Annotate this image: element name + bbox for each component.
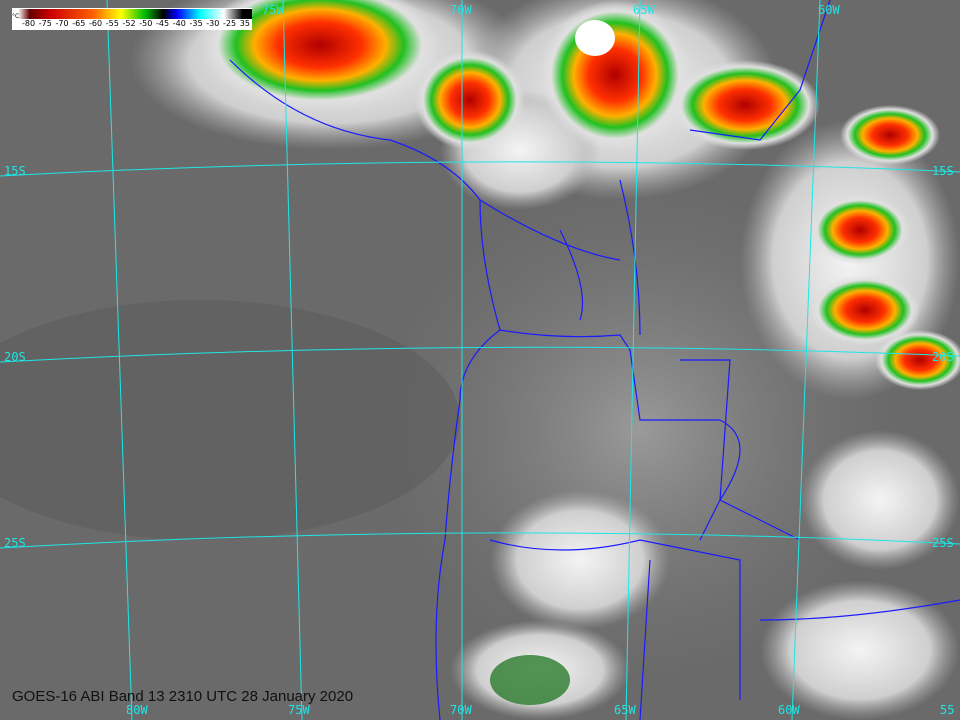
image-caption: GOES-16 ABI Band 13 2310 UTC 28 January … — [12, 688, 354, 705]
colorbar-tick: -45 — [156, 19, 170, 28]
top-lon-label: 70W — [450, 3, 472, 17]
lat-line-25s — [0, 532, 960, 549]
colorbar-ticks: -80 -75 -70 -65 -60 -55 -52 -50 -45 -40 … — [22, 19, 250, 28]
lon-line-80w — [106, 0, 133, 720]
colorbar-tick: -60 — [89, 19, 103, 28]
right-lat-label: 20S — [932, 350, 954, 364]
colorbar-tick: -25 — [223, 19, 237, 28]
lon-line-65w — [625, 0, 641, 720]
colorbar-tick: 35 — [239, 19, 250, 28]
left-lat-label: 20S — [4, 350, 26, 364]
temperature-colorbar: °C -80 -75 -70 -65 -60 -55 -52 -50 -45 -… — [12, 8, 252, 30]
grid-labels: 75W 70W 65W 60W 80W 75W 70W 65W 60W 55 1… — [4, 3, 954, 717]
colorbar-tick: -55 — [105, 19, 119, 28]
top-lon-label: 60W — [818, 3, 840, 17]
top-lon-label: 65W — [633, 3, 655, 17]
lon-line-75w — [282, 0, 303, 720]
bottom-lon-label: 65W — [614, 703, 636, 717]
lon-line-60w — [791, 0, 821, 720]
bottom-lon-label: 80W — [126, 703, 148, 717]
colorbar-tick: -75 — [38, 19, 52, 28]
colorbar-tick: -52 — [122, 19, 136, 28]
lat-line-15s — [0, 161, 960, 177]
colorbar-tick: -65 — [72, 19, 86, 28]
colorbar-tick: -80 — [22, 19, 36, 28]
right-lat-label: 25S — [932, 536, 954, 550]
bottom-lon-label: 60W — [778, 703, 800, 717]
ocean-dark-band — [0, 300, 460, 540]
colorbar-tick: -50 — [139, 19, 153, 28]
colorbar-tick: -40 — [172, 19, 186, 28]
bottom-lon-label: 55 — [940, 703, 954, 717]
left-lat-label: 15S — [4, 164, 26, 178]
top-lon-label: 75W — [262, 3, 284, 17]
lat-line-20s — [0, 346, 960, 363]
convective-storms — [200, 0, 960, 705]
bottom-lon-label: 75W — [288, 703, 310, 717]
left-lat-label: 25S — [4, 536, 26, 550]
colorbar-tick: -35 — [189, 19, 203, 28]
country-borders — [229, 0, 960, 720]
colorbar-unit: °C — [12, 13, 20, 20]
bottom-lon-label: 70W — [450, 703, 472, 717]
right-lat-label: 15S — [932, 164, 954, 178]
colorbar-tick: -30 — [206, 19, 220, 28]
colorbar-tick: -70 — [55, 19, 69, 28]
colorbar-gradient — [18, 9, 252, 19]
